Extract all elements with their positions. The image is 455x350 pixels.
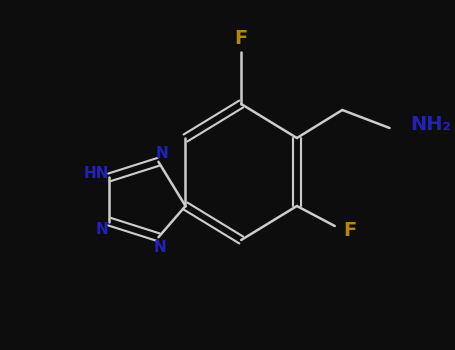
- Text: N: N: [154, 240, 167, 255]
- Text: N: N: [95, 222, 108, 237]
- Text: N: N: [156, 146, 169, 161]
- Text: NH₂: NH₂: [410, 114, 451, 133]
- Text: HN: HN: [83, 166, 109, 181]
- Text: F: F: [343, 220, 356, 239]
- Text: F: F: [235, 28, 248, 48]
